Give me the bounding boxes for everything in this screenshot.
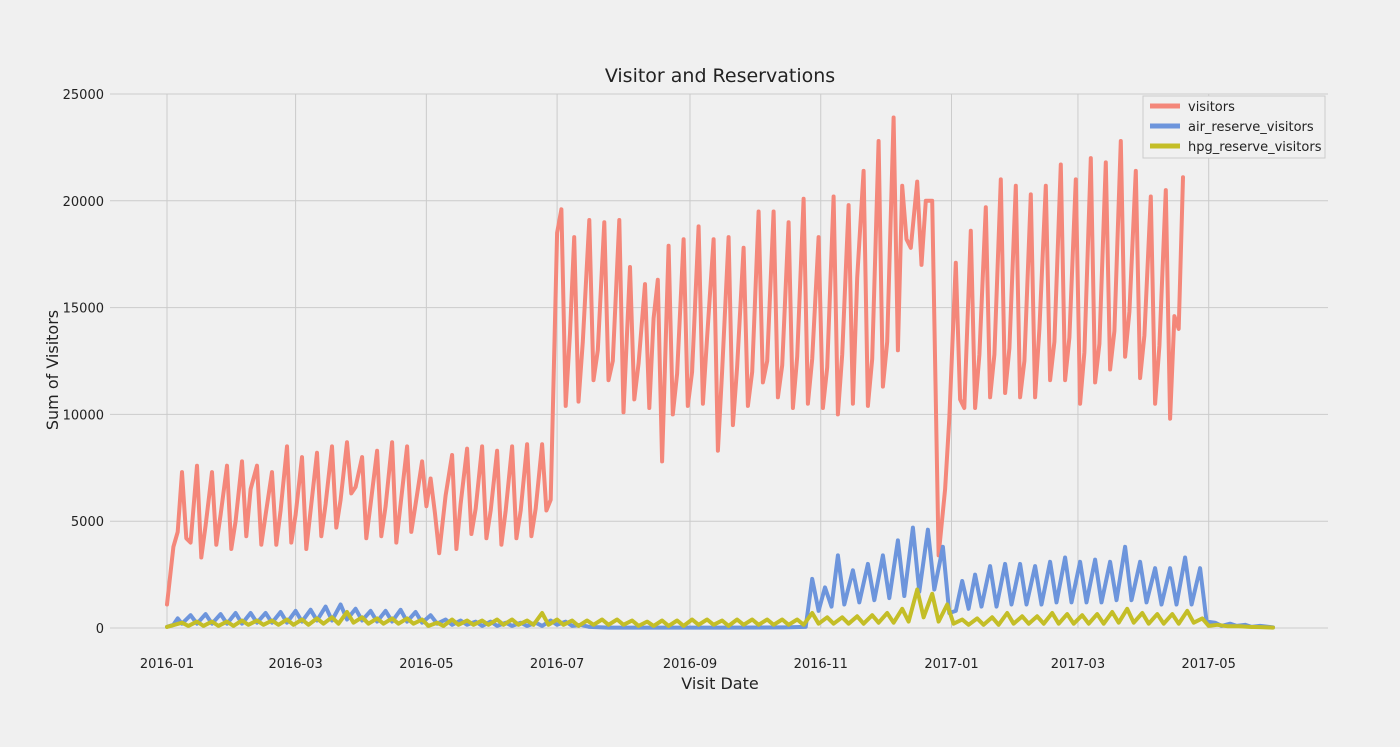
legend-label: air_reserve_visitors — [1188, 120, 1314, 135]
x-axis-ticks: 2016-01 2016-03 2016-05 2016-07 2016-09 2016-… — [140, 657, 1236, 672]
x-tick-label: 2017-05 — [1182, 657, 1236, 672]
y-tick-label: 0 — [96, 622, 104, 637]
x-tick-label: 2016-09 — [663, 657, 717, 672]
x-tick-label: 2016-11 — [794, 657, 848, 672]
x-tick-label: 2016-01 — [140, 657, 194, 672]
x-tick-label: 2016-05 — [399, 657, 453, 672]
x-tick-label: 2017-01 — [924, 657, 978, 672]
y-tick-label: 5000 — [71, 515, 104, 530]
y-axis-label: Sum of Visitors — [43, 310, 62, 430]
x-tick-label: 2017-03 — [1051, 657, 1105, 672]
legend-label: hpg_reserve_visitors — [1188, 140, 1322, 155]
series-line-visitors — [165, 115, 1185, 607]
y-axis-ticks: 0 5000 10000 15000 20000 25000 — [63, 88, 104, 637]
series-lines — [165, 115, 1275, 630]
y-tick-label: 20000 — [63, 195, 104, 210]
y-tick-label: 10000 — [63, 408, 104, 423]
x-tick-label: 2016-07 — [530, 657, 584, 672]
x-tick-label: 2016-03 — [268, 657, 322, 672]
series-line-hpg_reserve_visitors — [165, 587, 1275, 630]
legend: visitors air_reserve_visitors hpg_reserve_… — [1142, 95, 1326, 159]
legend-label: visitors — [1188, 100, 1235, 115]
chart-title: Visitor and Reservations — [605, 65, 835, 87]
y-tick-label: 25000 — [63, 88, 104, 103]
y-tick-label: 15000 — [63, 302, 104, 317]
x-axis-label: Visit Date — [681, 674, 758, 693]
